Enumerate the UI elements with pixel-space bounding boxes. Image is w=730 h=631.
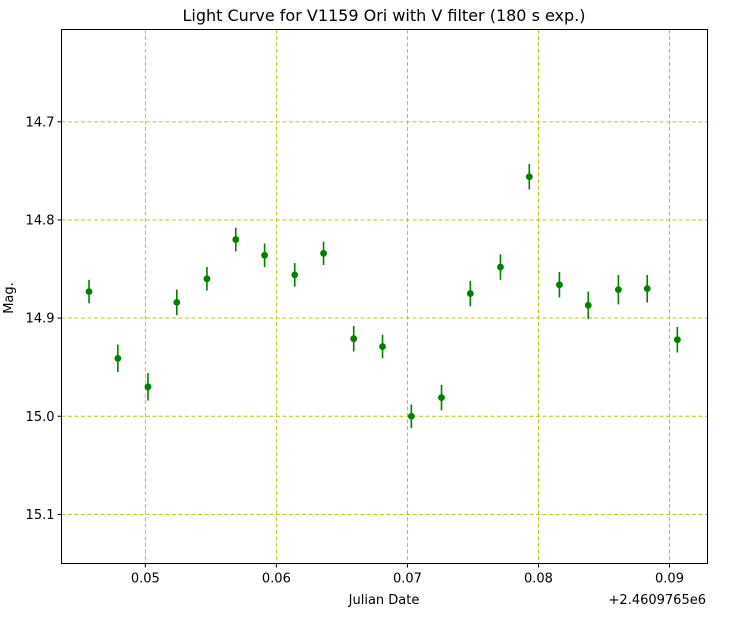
data-point — [438, 394, 445, 402]
plot-frame — [61, 29, 708, 564]
y-axis-label: Mag. — [2, 282, 17, 314]
x-offset-label: +2.4609765e6 — [609, 593, 706, 608]
y-tick-label: 15.1 — [26, 508, 55, 523]
data-points — [85, 163, 681, 429]
axis-ticks: 0.05 0.06 0.07 0.08 0.09 14.7 14.8 14.9 15.0 15.1 — [26, 115, 684, 586]
data-point — [261, 251, 269, 259]
chart-title: Light Curve for V1159 Ori with V filter … — [182, 6, 585, 25]
data-point — [643, 285, 651, 293]
x-tick-label: 0.06 — [262, 572, 291, 587]
data-point — [584, 301, 592, 309]
x-tick-label: 0.09 — [655, 572, 684, 587]
data-point — [466, 290, 474, 297]
data-point — [556, 281, 563, 289]
data-point — [407, 412, 415, 420]
data-point — [497, 263, 504, 271]
x-tick-label: 0.08 — [524, 572, 553, 587]
data-point — [85, 288, 93, 295]
x-tick-label: 0.07 — [393, 572, 422, 587]
y-tick-label: 14.7 — [26, 115, 55, 130]
data-point — [350, 335, 358, 343]
grid-lines — [61, 29, 708, 564]
data-point — [173, 298, 181, 306]
data-point — [673, 336, 681, 344]
data-point — [232, 236, 240, 243]
data-point — [203, 275, 211, 283]
y-tick-label: 14.9 — [26, 312, 55, 327]
x-axis-label: Julian Date — [348, 593, 420, 608]
y-tick-label: 15.0 — [26, 410, 55, 425]
data-point — [614, 286, 622, 294]
data-point — [320, 249, 327, 257]
data-point — [525, 173, 533, 181]
data-point — [144, 383, 152, 391]
x-tick-label: 0.05 — [131, 572, 160, 587]
data-point — [291, 271, 299, 279]
data-point — [379, 343, 386, 350]
y-tick-label: 14.8 — [26, 213, 55, 228]
data-point — [114, 354, 122, 362]
